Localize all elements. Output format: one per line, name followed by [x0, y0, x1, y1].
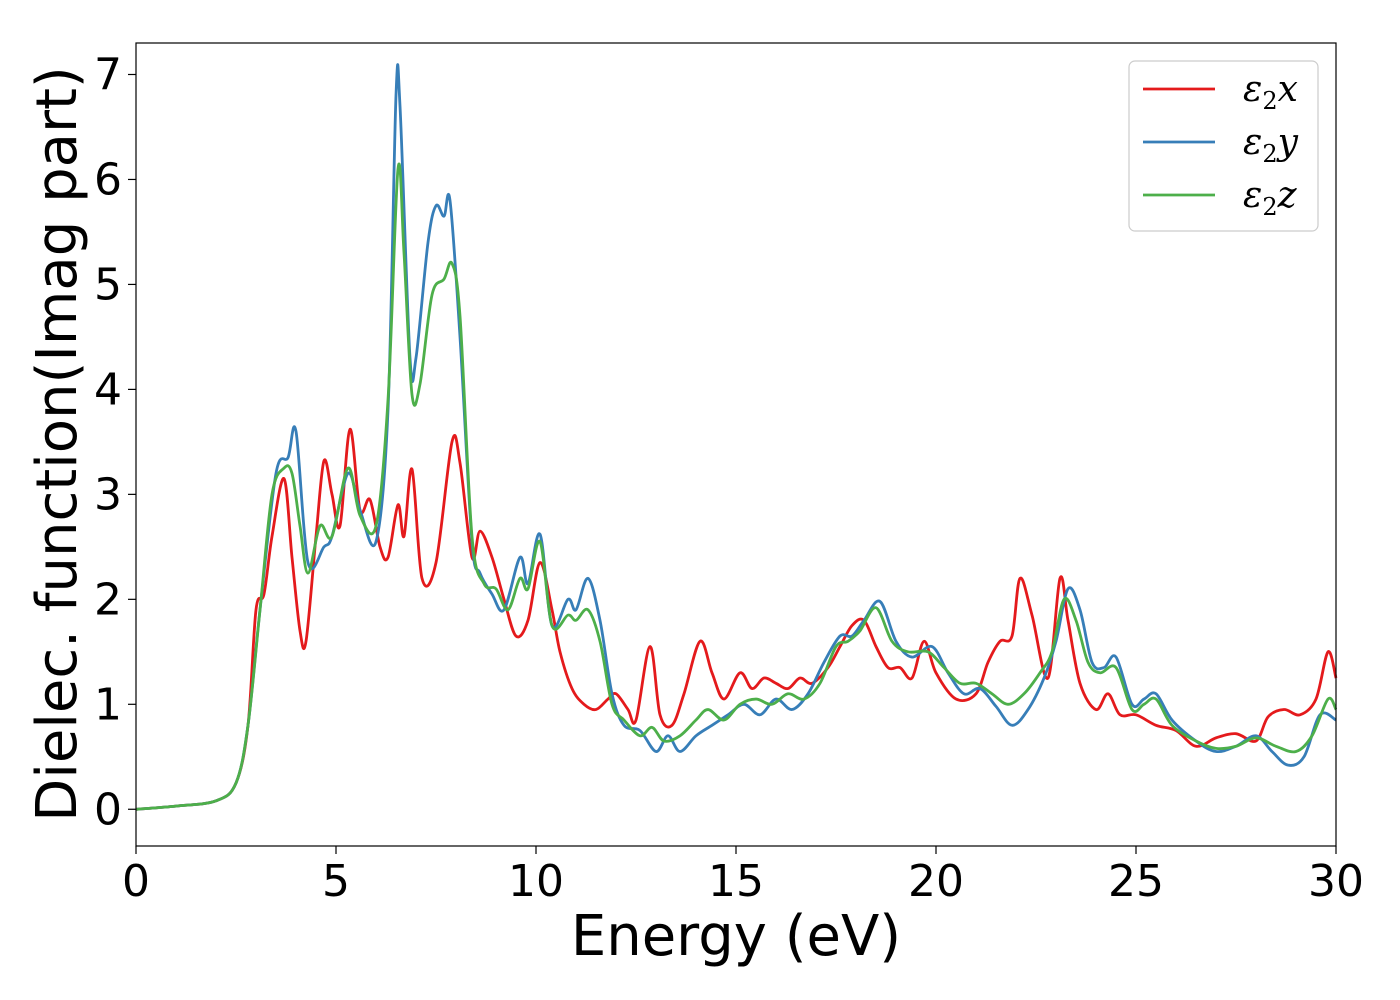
series-line-1: [135, 427, 1338, 811]
series-line-3: [135, 162, 1338, 811]
legend-label-1: ε2x: [1243, 69, 1298, 115]
x-tick-label: 0: [122, 856, 150, 907]
y-tick-label: 6: [94, 154, 122, 205]
series-line-2: [135, 63, 1337, 811]
legend-label-2: ε2y: [1243, 122, 1299, 168]
y-axis-ticks: 0 1 2 3 4 5 6 7: [94, 49, 136, 835]
x-tick-label: 30: [1308, 856, 1364, 907]
legend: ε2x ε2y ε2z: [1128, 60, 1319, 232]
y-tick-label: 4: [94, 364, 122, 415]
y-tick-label: 1: [94, 679, 122, 730]
y-tick-label: 5: [94, 259, 122, 310]
x-axis-label: Energy (eV): [571, 904, 901, 969]
y-tick-label: 0: [94, 784, 122, 835]
x-tick-label: 25: [1108, 856, 1164, 907]
plot-lines: [135, 63, 1338, 811]
y-tick-label: 2: [94, 574, 122, 625]
y-tick-label: 7: [94, 49, 122, 100]
y-tick-label: 3: [94, 469, 122, 520]
x-axis-ticks: 0 5 10 15 20 25 30: [122, 846, 1364, 907]
x-tick-label: 5: [322, 856, 350, 907]
legend-box: [1128, 60, 1319, 232]
x-tick-label: 15: [708, 856, 764, 907]
x-tick-label: 20: [908, 856, 964, 907]
y-axis-label: Dielec. function(Imag part): [25, 66, 90, 822]
x-tick-label: 10: [508, 856, 564, 907]
legend-label-3: ε2z: [1243, 175, 1298, 221]
